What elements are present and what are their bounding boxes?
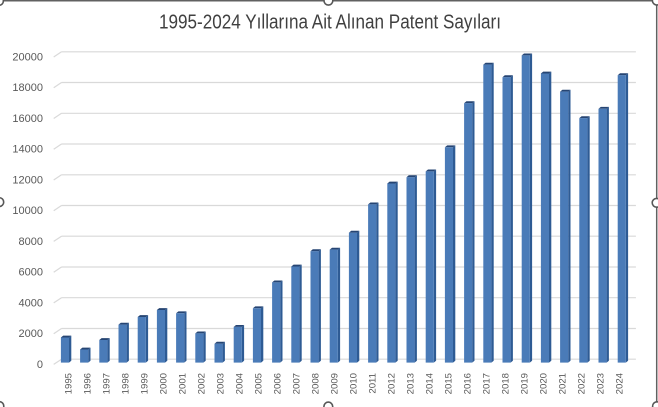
svg-text:2024: 2024: [614, 372, 625, 394]
svg-text:2023: 2023: [595, 373, 606, 394]
svg-text:20000: 20000: [12, 51, 43, 63]
svg-text:2017: 2017: [481, 373, 492, 394]
svg-text:2004: 2004: [234, 372, 245, 394]
svg-text:1998: 1998: [120, 373, 131, 394]
svg-text:2019: 2019: [519, 373, 530, 394]
svg-text:2021: 2021: [557, 373, 568, 394]
svg-text:2010: 2010: [348, 373, 359, 394]
svg-text:2015: 2015: [443, 373, 454, 394]
svg-text:2008: 2008: [310, 373, 321, 394]
svg-text:2005: 2005: [253, 373, 264, 394]
svg-text:1999: 1999: [139, 373, 150, 394]
svg-text:1997: 1997: [101, 373, 112, 394]
svg-text:2013: 2013: [405, 373, 416, 394]
svg-text:8000: 8000: [19, 236, 43, 248]
svg-text:16000: 16000: [12, 113, 43, 125]
svg-text:2006: 2006: [272, 373, 283, 394]
svg-text:2001: 2001: [177, 373, 188, 394]
svg-text:2003: 2003: [215, 373, 226, 394]
svg-text:2020: 2020: [538, 373, 549, 394]
svg-text:2000: 2000: [19, 328, 43, 340]
svg-text:2012: 2012: [386, 373, 397, 394]
svg-text:2014: 2014: [424, 372, 435, 394]
svg-text:2016: 2016: [462, 373, 473, 394]
svg-text:2007: 2007: [291, 373, 302, 394]
svg-text:2022: 2022: [576, 373, 587, 394]
svg-text:1995: 1995: [63, 373, 74, 394]
svg-text:6000: 6000: [19, 267, 43, 279]
svg-text:1996: 1996: [82, 373, 93, 394]
svg-text:2009: 2009: [329, 373, 340, 394]
svg-text:0: 0: [37, 359, 43, 371]
svg-text:2018: 2018: [500, 373, 511, 394]
svg-text:14000: 14000: [12, 144, 43, 156]
svg-text:4000: 4000: [19, 297, 43, 309]
svg-text:2002: 2002: [196, 373, 207, 394]
svg-text:2011: 2011: [367, 373, 378, 394]
svg-text:12000: 12000: [12, 174, 43, 186]
svg-text:2000: 2000: [158, 373, 169, 394]
svg-text:18000: 18000: [12, 82, 43, 94]
svg-text:10000: 10000: [12, 205, 43, 217]
svg-text:1995-2024 Yıllarına Ait Alınan: 1995-2024 Yıllarına Ait Alınan Patent Sa…: [159, 12, 501, 34]
